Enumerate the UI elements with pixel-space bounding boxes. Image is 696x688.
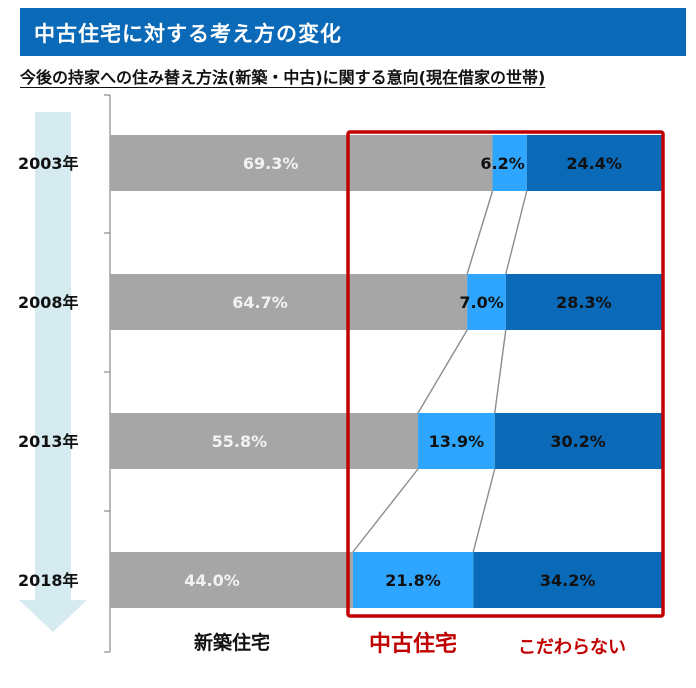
bar-used-home — [467, 274, 506, 330]
data-label-no-preference: 30.2% — [550, 432, 606, 451]
category-label-year: 2018年 — [18, 571, 79, 590]
connector-line — [352, 468, 419, 553]
category-label-year: 2003年 — [18, 154, 79, 173]
category-label-year: 2008年 — [18, 293, 79, 312]
connector-line — [494, 329, 507, 414]
chart-header: 中古住宅に対する考え方の変化 — [20, 8, 686, 56]
bar-no-preference — [494, 413, 662, 469]
data-label-used-home: 7.0% — [459, 293, 503, 312]
data-label-new-build: 44.0% — [184, 571, 240, 590]
data-label-no-preference: 28.3% — [556, 293, 612, 312]
category-label-year: 2013年 — [18, 432, 79, 451]
bar-no-preference — [473, 552, 662, 608]
connector-line — [505, 190, 528, 275]
bar-new-build — [110, 413, 419, 469]
timeline-arrow — [19, 112, 87, 632]
data-label-new-build: 69.3% — [243, 154, 299, 173]
legend-label-no-preference: こだわらない — [518, 637, 626, 658]
data-label-new-build: 64.7% — [232, 293, 288, 312]
legend-label-new-build: 新築住宅 — [194, 631, 270, 654]
bar-no-preference — [505, 274, 662, 330]
connector-line — [466, 190, 494, 275]
chart-title: 中古住宅に対する考え方の変化 — [34, 22, 342, 46]
bar-used-home — [418, 413, 495, 469]
chart-subtitle: 今後の持家への住み替え方法(新築・中古)に関する意向(現在借家の世帯) — [20, 68, 546, 87]
bar-no-preference — [526, 135, 662, 191]
bar-new-build — [110, 135, 493, 191]
bar-used-home — [352, 552, 474, 608]
bar-new-build — [110, 552, 353, 608]
connector-line — [417, 329, 468, 414]
connector-line — [472, 468, 496, 553]
bar-new-build — [110, 274, 468, 330]
data-label-no-preference: 24.4% — [566, 154, 622, 173]
data-label-no-preference: 34.2% — [540, 571, 596, 590]
highlight-box — [346, 130, 665, 618]
bar-used-home — [492, 135, 527, 191]
data-label-used-home: 6.2% — [480, 154, 524, 173]
data-label-used-home: 13.9% — [429, 432, 485, 451]
data-label-new-build: 55.8% — [212, 432, 268, 451]
legend-label-used-home: 中古住宅 — [369, 631, 457, 657]
data-label-used-home: 21.8% — [385, 571, 441, 590]
